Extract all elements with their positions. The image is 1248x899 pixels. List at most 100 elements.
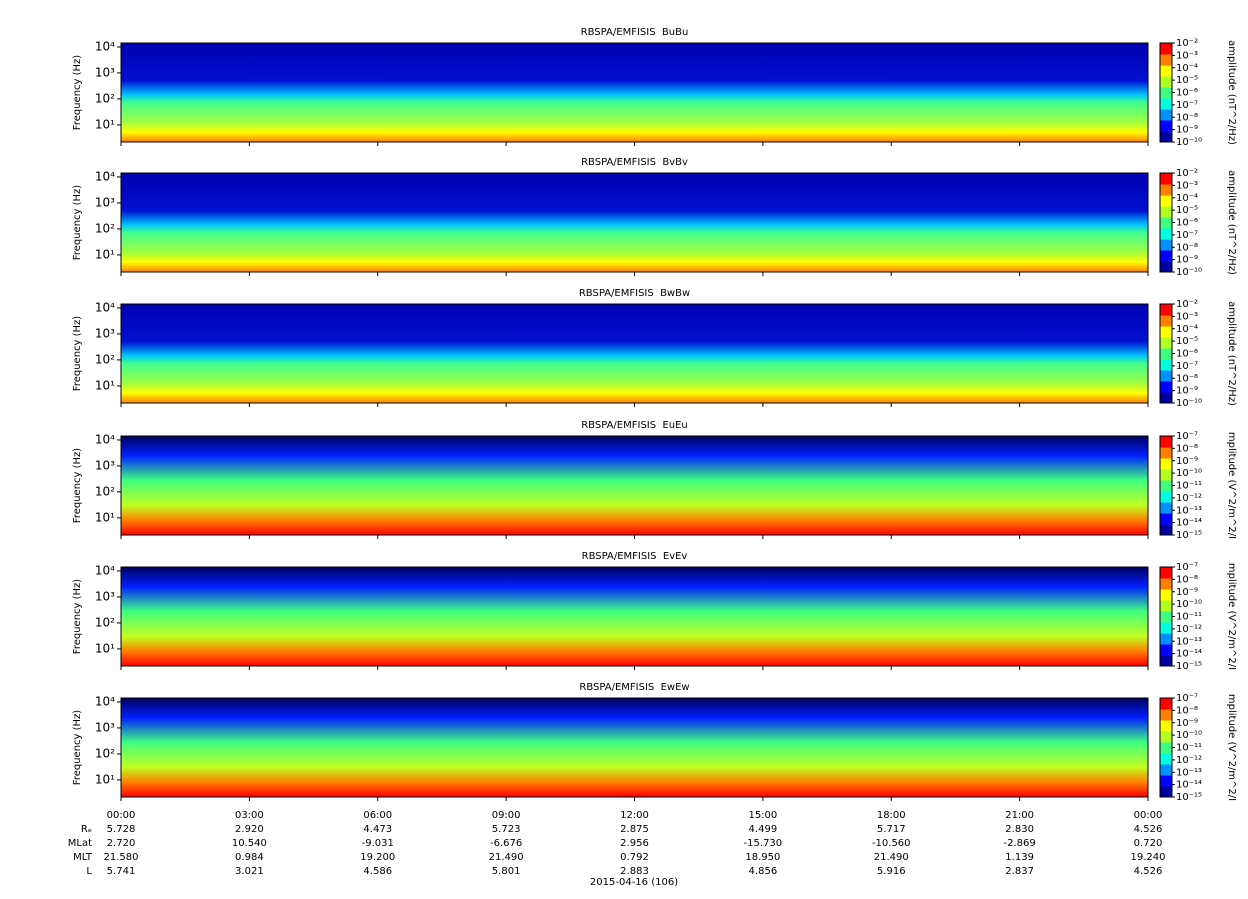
colorbar-swatch bbox=[1160, 709, 1172, 721]
spectrogram bbox=[121, 567, 1148, 666]
colorbar-swatch bbox=[1160, 611, 1172, 623]
y-tick-label: 10³ bbox=[95, 195, 115, 209]
y-tick-label: 10² bbox=[95, 221, 115, 235]
colorbar-swatch bbox=[1160, 326, 1172, 338]
colorbar-tick-label: 10⁻¹⁵ bbox=[1176, 530, 1202, 541]
colorbar-tick-label: 10⁻⁹ bbox=[1176, 587, 1198, 598]
colorbar-tick-label: 10⁻⁹ bbox=[1176, 386, 1198, 397]
colorbar-swatch bbox=[1160, 348, 1172, 360]
y-axis-label: Frequency (Hz) bbox=[72, 55, 83, 131]
ephemeris-value: 2.720 bbox=[107, 838, 136, 849]
colorbar-swatch bbox=[1160, 250, 1172, 262]
y-axis-label: Frequency (Hz) bbox=[72, 316, 83, 392]
ephemeris-value: 0.720 bbox=[1134, 838, 1163, 849]
ephemeris-value: 5.741 bbox=[107, 866, 136, 877]
ephemeris-label: Rₑ bbox=[81, 824, 92, 835]
colorbar-tick-label: 10⁻⁷ bbox=[1176, 562, 1198, 573]
colorbar-tick-label: 10⁻¹⁰ bbox=[1176, 730, 1202, 741]
colorbar-tick-label: 10⁻¹¹ bbox=[1176, 612, 1202, 623]
colorbar-label: amplitude (nT^2/Hz) bbox=[1226, 170, 1237, 275]
colorbar-tick-label: 10⁻² bbox=[1176, 38, 1198, 49]
colorbar-swatch bbox=[1160, 239, 1172, 251]
colorbar-swatch bbox=[1160, 217, 1172, 229]
panel-title: RBSPA/EMFISIS EuEu bbox=[581, 420, 688, 431]
colorbar-swatch bbox=[1160, 109, 1172, 121]
colorbar-tick-label: 10⁻⁶ bbox=[1176, 218, 1198, 229]
colorbar-tick-label: 10⁻¹⁴ bbox=[1176, 518, 1202, 529]
ephemeris-value: -15.730 bbox=[744, 838, 783, 849]
colorbar-tick-label: 10⁻¹³ bbox=[1176, 767, 1202, 778]
colorbar-swatch bbox=[1160, 753, 1172, 765]
y-tick-label: 10⁴ bbox=[95, 694, 115, 708]
colorbar-tick-label: 10⁻¹³ bbox=[1176, 505, 1202, 516]
ephemeris-value: -2.869 bbox=[1004, 838, 1036, 849]
colorbar-swatch bbox=[1160, 173, 1172, 185]
colorbar-swatch bbox=[1160, 633, 1172, 645]
y-tick-label: 10¹ bbox=[95, 247, 115, 261]
colorbar-tick-label: 10⁻¹² bbox=[1176, 624, 1202, 635]
y-tick-label: 10⁴ bbox=[95, 432, 115, 446]
colorbar-label: mplitude (V^2/m^2/I bbox=[1226, 432, 1237, 539]
colorbar-swatch bbox=[1160, 513, 1172, 525]
x-tick-label: 21:00 bbox=[1005, 810, 1034, 821]
colorbar-swatch bbox=[1160, 775, 1172, 787]
colorbar-swatch bbox=[1160, 206, 1172, 218]
colorbar-swatch bbox=[1160, 184, 1172, 196]
colorbar-swatch bbox=[1160, 131, 1172, 143]
colorbar-tick-label: 10⁻¹⁰ bbox=[1176, 137, 1202, 148]
colorbar-label: amplitude (nT^2/Hz) bbox=[1226, 301, 1237, 406]
colorbar-tick-label: 10⁻⁶ bbox=[1176, 349, 1198, 360]
colorbar-tick-label: 10⁻¹⁵ bbox=[1176, 661, 1202, 672]
ephemeris-value: 4.526 bbox=[1134, 824, 1163, 835]
colorbar-tick-label: 10⁻⁹ bbox=[1176, 255, 1198, 266]
colorbar-tick-label: 10⁻⁷ bbox=[1176, 693, 1198, 704]
colorbar-tick-label: 10⁻² bbox=[1176, 299, 1198, 310]
colorbar-tick-label: 10⁻⁸ bbox=[1176, 574, 1198, 585]
colorbar-swatch bbox=[1160, 195, 1172, 207]
colorbar-swatch bbox=[1160, 337, 1172, 349]
colorbar-swatch bbox=[1160, 600, 1172, 612]
colorbar-tick-label: 10⁻⁴ bbox=[1176, 63, 1198, 74]
colorbar-tick-label: 10⁻¹⁰ bbox=[1176, 468, 1202, 479]
colorbar-tick-label: 10⁻⁴ bbox=[1176, 324, 1198, 335]
panel-title: RBSPA/EMFISIS BwBw bbox=[579, 288, 690, 299]
ephemeris-value: 19.200 bbox=[360, 852, 395, 863]
ephemeris-value: 4.499 bbox=[749, 824, 778, 835]
colorbar-swatch bbox=[1160, 589, 1172, 601]
y-axis-label: Frequency (Hz) bbox=[72, 710, 83, 786]
ephemeris-value: 21.580 bbox=[104, 852, 139, 863]
colorbar-label: amplitude (nT^2/Hz) bbox=[1226, 40, 1237, 145]
colorbar-tick-label: 10⁻¹² bbox=[1176, 493, 1202, 504]
colorbar-swatch bbox=[1160, 720, 1172, 732]
colorbar-tick-label: 10⁻¹⁵ bbox=[1176, 792, 1202, 803]
y-tick-label: 10⁴ bbox=[95, 563, 115, 577]
y-tick-label: 10² bbox=[95, 746, 115, 760]
colorbar-tick-label: 10⁻¹¹ bbox=[1176, 743, 1202, 754]
colorbar-tick-label: 10⁻⁸ bbox=[1176, 705, 1198, 716]
ephemeris-value: 2.875 bbox=[620, 824, 649, 835]
y-tick-label: 10¹ bbox=[95, 117, 115, 131]
ephemeris-value: 0.984 bbox=[235, 852, 264, 863]
colorbar-tick-label: 10⁻¹⁰ bbox=[1176, 398, 1202, 409]
colorbar-swatch bbox=[1160, 65, 1172, 77]
y-axis-label: Frequency (Hz) bbox=[72, 448, 83, 524]
colorbar-tick-label: 10⁻³ bbox=[1176, 311, 1198, 322]
ephemeris-value: 1.139 bbox=[1005, 852, 1034, 863]
ephemeris-value: 2.837 bbox=[1005, 866, 1034, 877]
ephemeris-value: 21.490 bbox=[874, 852, 909, 863]
colorbar-swatch bbox=[1160, 469, 1172, 481]
y-axis-label: Frequency (Hz) bbox=[72, 579, 83, 655]
ephemeris-value: -9.031 bbox=[362, 838, 394, 849]
ephemeris-value: 4.856 bbox=[749, 866, 778, 877]
colorbar-swatch bbox=[1160, 315, 1172, 327]
colorbar-label: mplitude (V^2/m^2/I bbox=[1226, 694, 1237, 801]
colorbar-tick-label: 10⁻¹⁴ bbox=[1176, 780, 1202, 791]
y-tick-label: 10³ bbox=[95, 326, 115, 340]
colorbar-tick-label: 10⁻⁷ bbox=[1176, 361, 1198, 372]
colorbar-tick-label: 10⁻¹¹ bbox=[1176, 481, 1202, 492]
y-tick-label: 10⁴ bbox=[95, 300, 115, 314]
colorbar-swatch bbox=[1160, 698, 1172, 710]
y-tick-label: 10¹ bbox=[95, 641, 115, 655]
colorbar-swatch bbox=[1160, 228, 1172, 240]
